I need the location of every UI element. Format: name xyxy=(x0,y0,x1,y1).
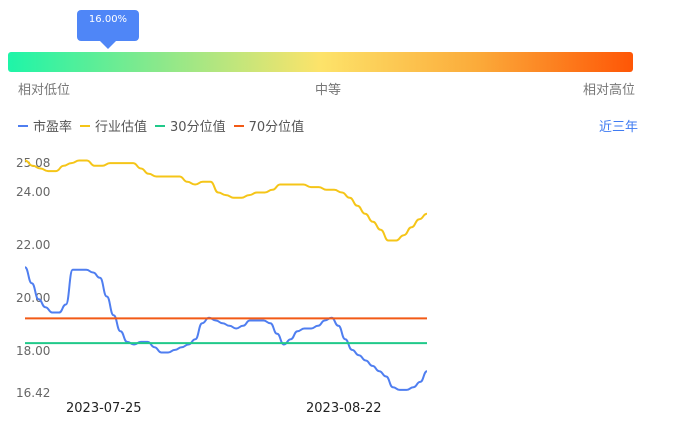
y-tick-label: 20.00 xyxy=(16,291,50,305)
y-tick-label: 24.00 xyxy=(16,185,50,199)
y-tick-label: 18.00 xyxy=(16,344,50,358)
chart-legend: 市盈率 行业估值 30分位值 70分位值 xyxy=(18,116,312,135)
legend-swatch-pe xyxy=(18,124,28,127)
x-tick-label: 2023-08-22 xyxy=(306,401,382,416)
industry-line xyxy=(24,159,428,242)
legend-swatch-industry xyxy=(80,124,91,127)
y-tick-label: 22.00 xyxy=(16,238,50,252)
pe-line xyxy=(24,266,428,391)
high-label: 相对高位 xyxy=(583,83,636,98)
legend-item-industry[interactable]: 行业估值 xyxy=(80,116,147,135)
legend-label-pe: 市盈率 xyxy=(33,120,73,135)
y-tick-label: 16.42 xyxy=(16,386,50,400)
series-layer xyxy=(24,159,428,391)
y-tick-label: 25.08 xyxy=(16,156,50,170)
legend-label-p70: 70分位值 xyxy=(248,120,305,135)
legend-label-industry: 行业估值 xyxy=(95,120,148,135)
mid-label: 中等 xyxy=(315,83,342,98)
legend-label-p30: 30分位值 xyxy=(170,120,226,135)
percentile-tooltip: 16.00% xyxy=(77,10,139,41)
legend-item-p70[interactable]: 70分位值 xyxy=(233,116,305,135)
legend-item-p30[interactable]: 30分位值 xyxy=(155,116,226,135)
legend-item-pe[interactable]: 市盈率 xyxy=(18,116,72,135)
x-tick-label: 2023-07-25 xyxy=(66,401,142,416)
tooltip-pointer-icon xyxy=(100,41,116,49)
range-selector-three-years[interactable]: 近三年 xyxy=(599,120,639,135)
low-label: 相对低位 xyxy=(18,83,71,98)
legend-swatch-p70 xyxy=(233,124,244,127)
valuation-gradient-bar xyxy=(8,52,633,72)
legend-swatch-p30 xyxy=(155,124,166,127)
